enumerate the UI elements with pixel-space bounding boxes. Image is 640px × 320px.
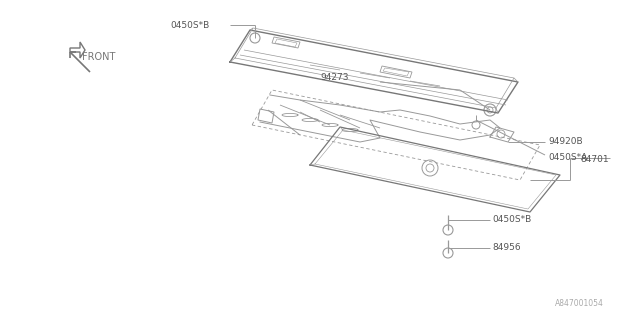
- Text: 0450S*B: 0450S*B: [170, 20, 209, 29]
- Text: FRONT: FRONT: [82, 52, 115, 62]
- Text: 94920B: 94920B: [548, 138, 582, 147]
- Text: 84701: 84701: [580, 155, 609, 164]
- Text: A847001054: A847001054: [555, 299, 604, 308]
- Text: 0450S*A: 0450S*A: [548, 154, 588, 163]
- Text: 0450S*B: 0450S*B: [492, 215, 531, 225]
- Text: 84956: 84956: [492, 244, 520, 252]
- Text: 94273: 94273: [320, 74, 349, 83]
